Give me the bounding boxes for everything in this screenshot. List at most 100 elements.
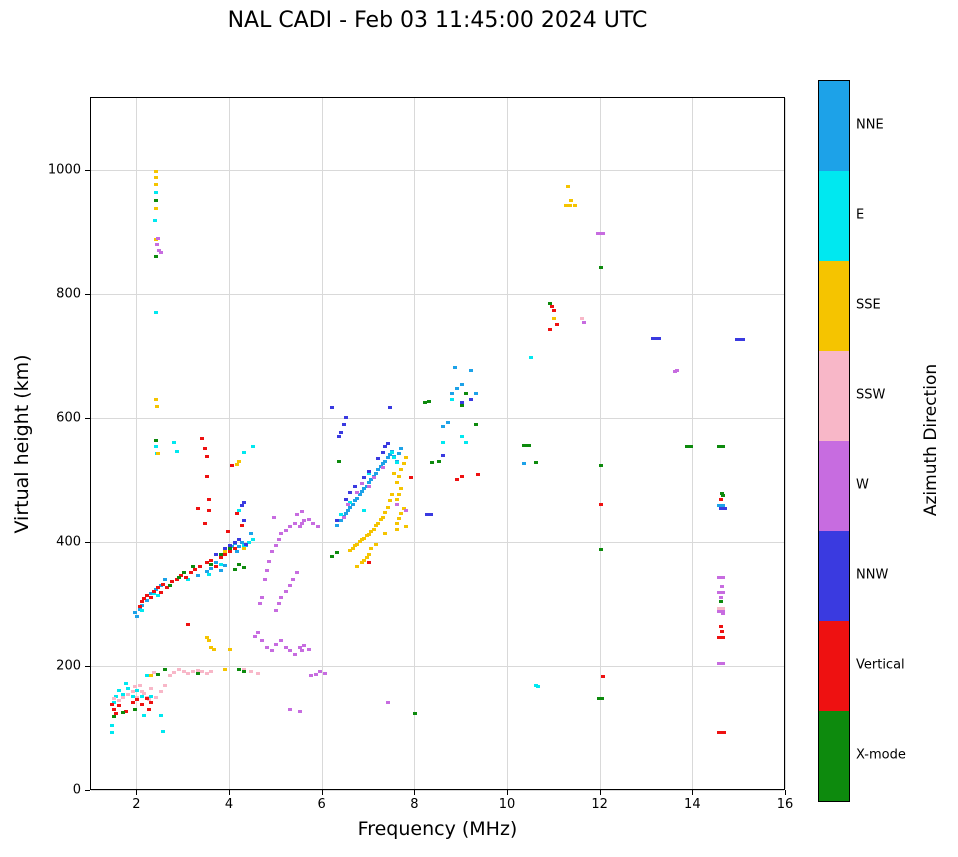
colorbar-segment-w (819, 441, 849, 531)
data-point-nnw (734, 338, 745, 342)
data-point-x-mode (232, 568, 237, 572)
data-point-w (267, 559, 272, 563)
data-point-nnw (241, 500, 246, 504)
data-point-e (441, 441, 446, 445)
data-point-x-mode (195, 671, 200, 675)
data-point-sse (394, 498, 399, 502)
data-point-vertical (142, 597, 147, 601)
data-point-e (153, 310, 158, 314)
data-point-e (362, 509, 367, 513)
data-point-nnw (387, 406, 392, 410)
data-point-vertical (547, 327, 552, 331)
colorbar-segment-e (819, 171, 849, 261)
data-point-e (152, 219, 157, 223)
colorbar-segment-nnw (819, 531, 849, 621)
data-point-ssw (135, 695, 140, 699)
data-point-vertical (600, 674, 605, 678)
data-point-nnw (385, 441, 390, 445)
data-point-nne (163, 578, 168, 582)
data-point-w (156, 248, 161, 252)
data-point-sse (204, 635, 209, 639)
data-point-e (450, 397, 455, 401)
data-point-x-mode (133, 708, 138, 712)
data-point-vertical (232, 546, 237, 550)
data-point-nne (209, 566, 214, 570)
data-point-x-mode (422, 401, 427, 405)
data-point-w (297, 646, 302, 650)
x-tick-label: 12 (591, 797, 608, 812)
data-point-x-mode (336, 459, 341, 463)
data-point-w (288, 708, 293, 712)
data-point-w (295, 513, 300, 517)
data-point-vertical (598, 503, 603, 507)
data-point-e (123, 681, 128, 685)
data-point-ssw (133, 685, 138, 689)
data-point-w (672, 370, 677, 374)
data-point-e (116, 689, 121, 693)
data-point-x-mode (167, 583, 172, 587)
data-point-sse (369, 546, 374, 550)
data-point-w (154, 242, 159, 246)
data-point-ssw (146, 697, 151, 701)
data-point-vertical (223, 552, 228, 556)
x-tickmark (692, 790, 694, 795)
data-point-e (151, 592, 156, 596)
data-point-e (139, 608, 144, 612)
data-point-sse (404, 525, 409, 529)
data-point-nne (230, 545, 235, 549)
data-point-x-mode (598, 464, 603, 468)
data-point-sse (376, 521, 381, 525)
data-point-nnw (343, 497, 348, 501)
data-point-ssw (126, 692, 131, 696)
data-point-w (274, 544, 279, 548)
data-point-vertical (165, 586, 170, 590)
data-point-nne (214, 561, 219, 565)
data-point-vertical (139, 600, 144, 604)
data-point-x-mode (464, 392, 469, 396)
data-point-e (218, 562, 223, 566)
colorbar-label-e: E (856, 207, 865, 223)
data-point-x-mode (228, 547, 232, 551)
data-point-sse (223, 668, 228, 671)
data-point-sse (568, 199, 573, 203)
data-point-e (142, 713, 147, 717)
data-point-w (596, 231, 606, 235)
data-point-w (717, 609, 726, 613)
y-tickmark (85, 170, 90, 172)
data-point-x-mode (684, 445, 693, 449)
data-point-e (112, 701, 117, 705)
data-point-vertical (214, 565, 219, 569)
data-point-vertical (207, 498, 212, 502)
data-point-sse (211, 648, 216, 652)
data-point-vertical (717, 635, 726, 639)
data-point-w (717, 591, 726, 595)
data-point-vertical (204, 474, 209, 478)
data-point-ssw (181, 669, 186, 673)
data-point-w (269, 550, 274, 554)
data-point-sse (387, 499, 392, 503)
data-point-vertical (149, 596, 154, 600)
data-point-sse (154, 405, 159, 409)
data-point-nne (334, 524, 339, 528)
data-point-nnw (376, 457, 381, 461)
data-point-sse (156, 451, 161, 455)
colorbar-label-ssw: SSW (856, 387, 886, 403)
data-point-x-mode (547, 302, 552, 306)
data-point-ssw (163, 683, 168, 687)
data-point-sse (399, 487, 404, 490)
y-tick-label: 1000 (47, 162, 81, 178)
data-point-sse (153, 169, 158, 173)
data-point-sse (380, 515, 385, 519)
data-point-ssw (172, 671, 177, 675)
data-point-vertical (130, 701, 135, 705)
data-point-nne (445, 421, 450, 425)
colorbar-label-sse: SSE (856, 297, 881, 313)
x-tick-label: 14 (684, 797, 701, 812)
data-point-w (306, 518, 311, 521)
data-point-nne (385, 456, 390, 460)
data-point-vertical (183, 576, 188, 580)
data-point-w (717, 575, 726, 579)
data-point-vertical (179, 573, 184, 577)
data-point-nne (350, 502, 355, 506)
data-point-e (139, 695, 144, 699)
